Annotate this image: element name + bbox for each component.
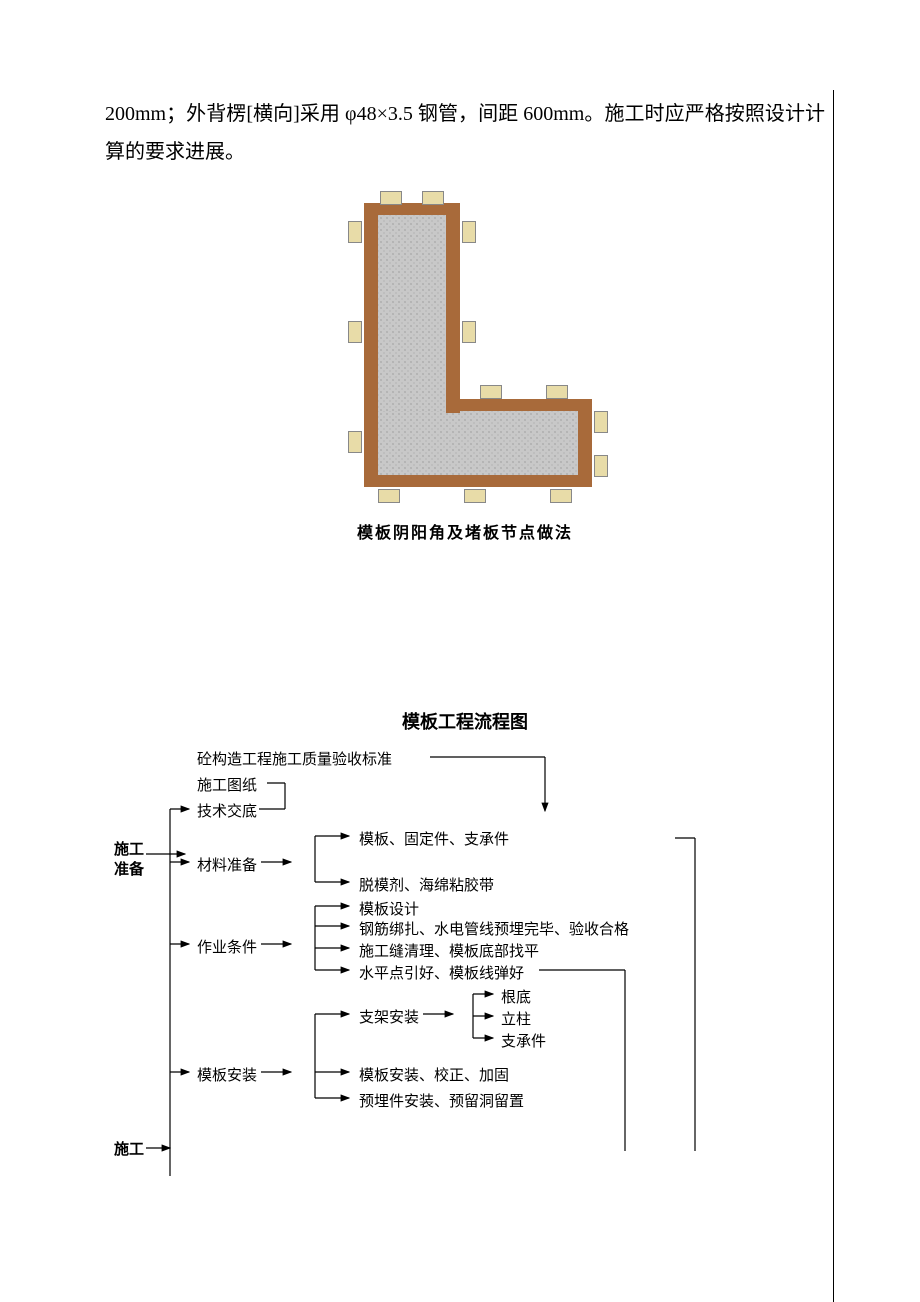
formwork-figure bbox=[320, 201, 610, 501]
flow-node-m4: 施工缝清理、模板底部找平 bbox=[357, 940, 541, 961]
flow-node-m5: 水平点引好、模板线弹好 bbox=[357, 962, 526, 983]
flow-node-m1: 脱模剂、海绵粘胶带 bbox=[357, 874, 496, 895]
flow-node-m2: 模板设计 bbox=[357, 898, 421, 919]
figure-caption: 模板阴阳角及堵板节点做法 bbox=[357, 519, 573, 543]
flow-node-s1: 立柱 bbox=[499, 1008, 533, 1029]
page: 200mm；外背楞[横向]采用 φ48×3.5 钢管，间距 600mm。施工时应… bbox=[0, 0, 920, 1302]
flow-node-l0: 施工 bbox=[112, 838, 146, 859]
page-border-right bbox=[833, 90, 834, 1302]
flow-node-n3: 材料准备 bbox=[195, 854, 259, 875]
body-text: 200mm；外背楞[横向]采用 φ48×3.5 钢管，间距 600mm。施工时应… bbox=[105, 95, 825, 171]
flow-node-m7: 模板安装、校正、加固 bbox=[357, 1064, 511, 1085]
flow-node-l2: 施工 bbox=[112, 1138, 146, 1159]
flow-node-m8: 预埋件安装、预留洞留置 bbox=[357, 1090, 526, 1111]
flow-node-s0: 根底 bbox=[499, 986, 533, 1007]
flow-node-n1: 施工图纸 bbox=[195, 774, 259, 795]
flow-node-m3: 钢筋绑扎、水电管线预埋完毕、验收合格 bbox=[357, 918, 631, 939]
figure-wrap: 模板阴阳角及堵板节点做法 bbox=[105, 201, 825, 543]
flow-node-s2: 支承件 bbox=[499, 1030, 548, 1051]
flow-node-n2: 技术交底 bbox=[195, 800, 259, 821]
flowchart: 砼构造工程施工质量验收标准施工图纸技术交底材料准备作业条件模板安装施工准备施工模… bbox=[105, 746, 825, 1176]
flow-node-m0: 模板、固定件、支承件 bbox=[357, 828, 511, 849]
flow-node-n0: 砼构造工程施工质量验收标准 bbox=[195, 748, 394, 769]
flowchart-title: 模板工程流程图 bbox=[105, 708, 825, 734]
flow-node-n5: 模板安装 bbox=[195, 1064, 259, 1085]
flow-node-m6: 支架安装 bbox=[357, 1006, 421, 1027]
flow-node-n4: 作业条件 bbox=[195, 936, 259, 957]
flow-node-l1: 准备 bbox=[112, 858, 146, 879]
